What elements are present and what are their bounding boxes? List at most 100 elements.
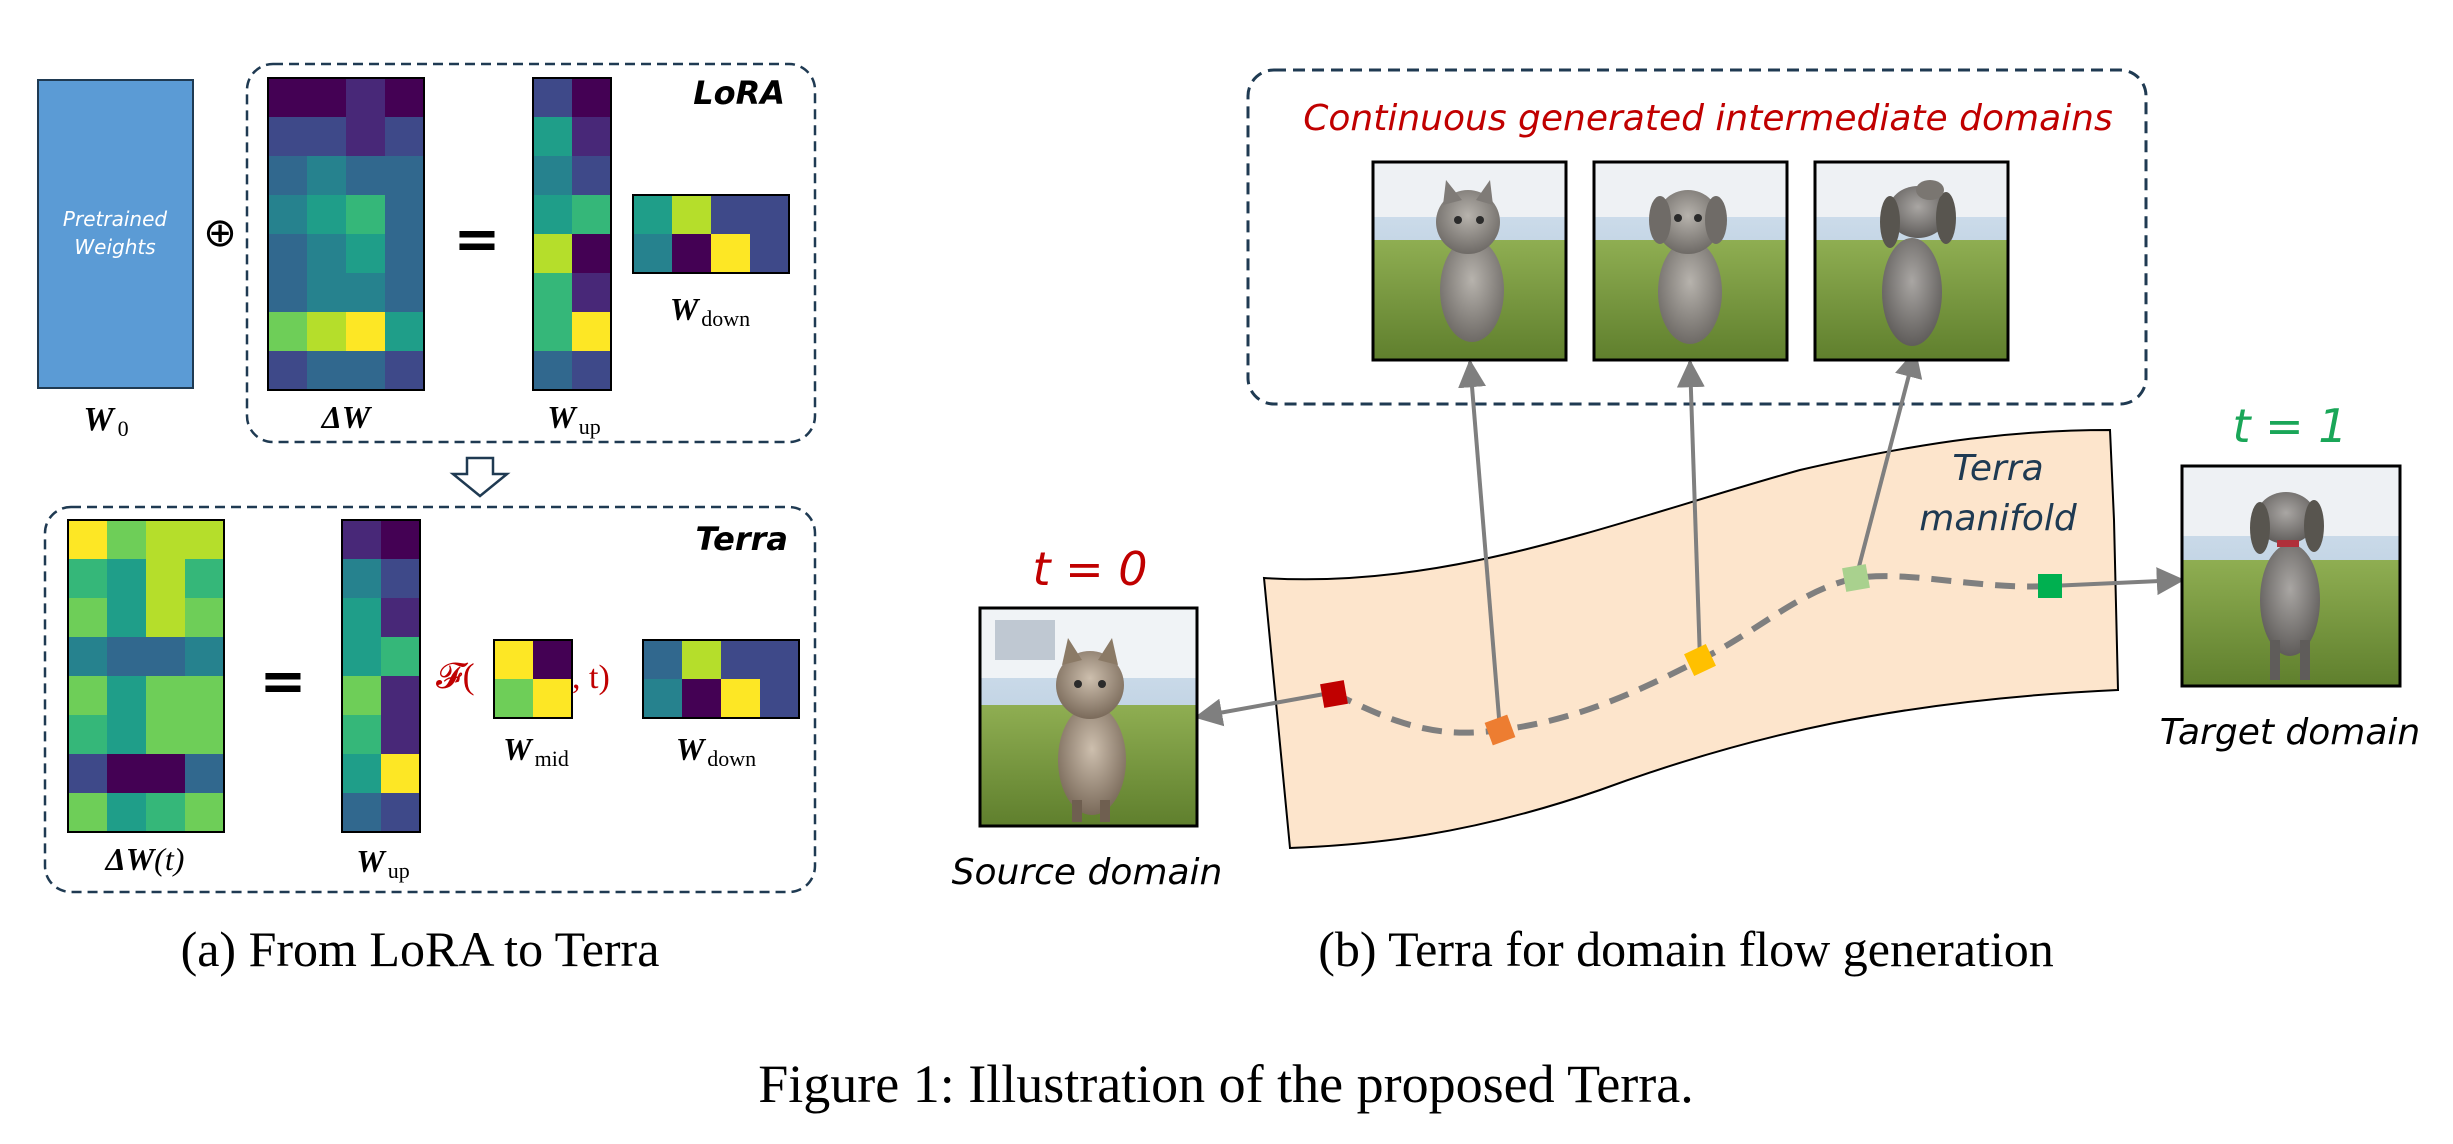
lora-delta-w-cell [385,195,424,234]
lora-w-down-cell [750,234,789,273]
lora-delta-w-cell [268,351,307,390]
f-symbol: 𝓕( [436,656,475,696]
lora-delta-w-cell [268,234,307,273]
terra-delta-w-t-cell [185,637,224,676]
terra-delta-w-t-cell [185,754,224,793]
terra-delta-w-t-cell [185,715,224,754]
terra-delta-w-t-cell [146,754,185,793]
target-domain-image [2180,464,2402,688]
lora-w-up-matrix [532,77,612,391]
terra-w-up-cell [342,520,381,559]
lora-w-up-cell [533,195,572,234]
lora-delta-w-cell [346,156,385,195]
terra-w-down-cell [682,640,721,679]
terra-delta-w-t-cell [146,598,185,637]
manifold-label-line1: Terra [1952,448,2043,489]
terra-delta-w-t-cell [68,676,107,715]
lora-w-down-border [632,194,790,274]
lora-box [245,62,817,444]
terra-w-up-cell [381,520,420,559]
terra-w-mid-cell [494,640,533,679]
terra-delta-w-t-cell [146,520,185,559]
lora-delta-w-cell [307,273,346,312]
terra-w-down-border [642,639,800,719]
terra-delta-w-t-cell [68,520,107,559]
terra-delta-w-t-cell [68,754,107,793]
terra-equals: = [260,649,307,714]
lora-delta-w-matrix [267,77,425,391]
pretrained-label-line1: Pretrained [63,207,167,231]
terra-w-down-cell [643,640,682,679]
point-t0 [1320,680,1348,708]
pretrained-label-line2: Weights [74,235,155,259]
terra-delta-w-t-cell [146,793,185,832]
terra-w-up-cell [342,676,381,715]
lora-delta-w-cell [346,234,385,273]
lora-w-up-cell [572,117,611,156]
lora-w-down-cell [633,195,672,234]
lora-delta-w-cell [385,273,424,312]
lora-delta-w-cell [385,117,424,156]
terra-delta-w-t-cell [68,559,107,598]
terra-delta-w-t-cell [185,559,224,598]
lora-delta-w-cell [307,312,346,351]
lora-w-down-cell [633,234,672,273]
figure-caption: Figure 1: Illustration of the proposed T… [758,1054,1694,1114]
terra-w-up-cell [381,754,420,793]
terra-w-up-cell [342,754,381,793]
terra-w-mid-matrix [493,639,573,719]
lora-w-up-cell [533,117,572,156]
t1-label: t = 1 [2232,399,2347,453]
arrow-to-target [2049,567,2185,596]
terra-delta-w-t-border [67,519,225,833]
intermediate-domains-title: Continuous generated intermediate domain… [1303,98,2112,139]
terra-w-up-matrix [341,519,421,833]
terra-w-mid-cell [533,640,572,679]
intermediate-image-3 [1813,160,2010,362]
terra-w-down-cell [760,640,799,679]
lora-delta-w-cell [307,234,346,273]
terra-delta-w-t-cell [185,793,224,832]
lora-delta-w-cell [268,117,307,156]
lora-equals: = [454,207,501,272]
pretrained-weights-block [37,79,194,389]
terra-delta-w-t-cell [107,559,146,598]
lora-delta-w-cell [346,351,385,390]
lora-w-up-cell [533,234,572,273]
lora-delta-w-cell [268,156,307,195]
lora-delta-w-cell [346,312,385,351]
lora-delta-w-cell [268,78,307,117]
point-intermediate-1 [1484,714,1516,746]
lora-w-up-border [532,77,612,391]
f-close: , t) [572,659,610,696]
terra-delta-w-t-cell [107,715,146,754]
terra-delta-w-t-cell [107,754,146,793]
terra-w-up-cell [342,715,381,754]
arrow-to-intermediate-1 [1458,359,1502,731]
terra-delta-w-t-cell [107,598,146,637]
source-domain-image [978,606,1199,828]
panel-b: Continuous generated intermediate domain… [952,68,2420,977]
lora-w-up-cell [572,312,611,351]
intermediate-image-1 [1371,160,1568,362]
terra-delta-w-t-cell [146,637,185,676]
terra-delta-w-t-cell [146,559,185,598]
terra-w-down-cell [721,640,760,679]
point-intermediate-3 [1842,564,1870,592]
lora-w-down-matrix [632,194,790,274]
terra-delta-w-t-cell [68,793,107,832]
lora-w-up-cell [533,273,572,312]
lora-w-up-cell [533,78,572,117]
terra-delta-w-t-matrix [67,519,225,833]
terra-w-mid-cell [494,679,533,718]
lora-w-up-cell [572,234,611,273]
point-intermediate-2 [1684,644,1716,676]
lora-delta-w-cell [385,156,424,195]
terra-delta-w-t-cell [146,715,185,754]
terra-delta-w-t-cell [107,793,146,832]
intermediate-domains-box [1246,68,2148,406]
